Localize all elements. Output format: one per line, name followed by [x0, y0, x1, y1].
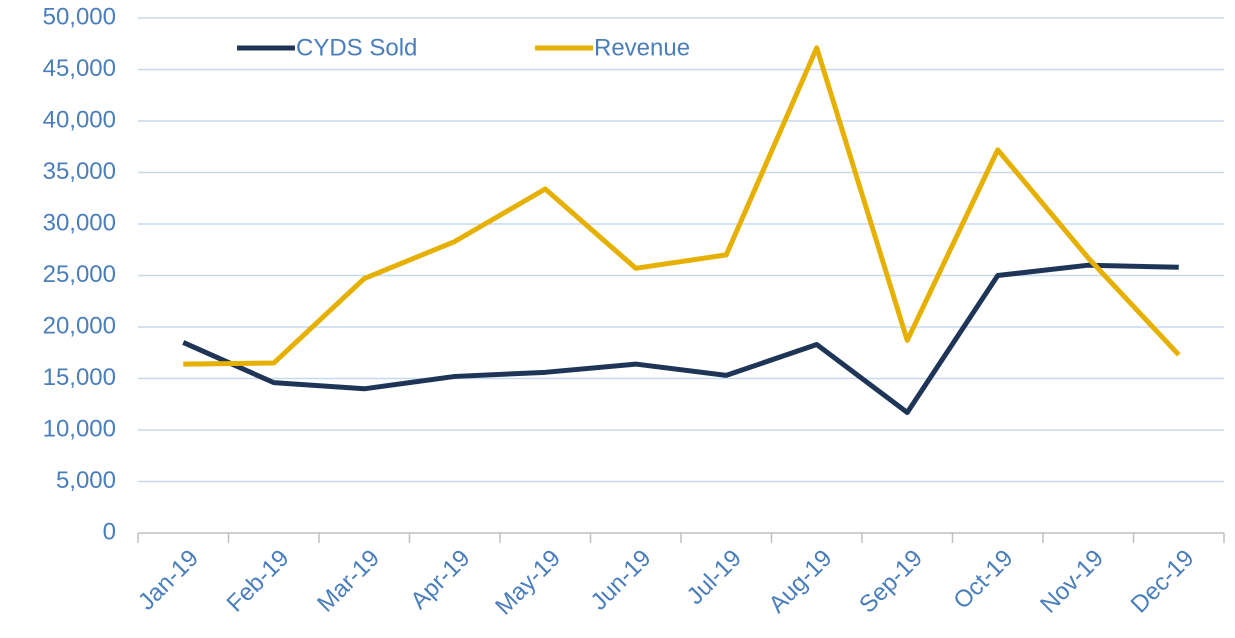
y-tick-label: 50,000 [43, 3, 116, 30]
x-tick-label: Feb-19 [222, 545, 295, 618]
x-tick-label: Mar-19 [312, 545, 385, 618]
y-tick-label: 45,000 [43, 55, 116, 82]
series-line [182, 262, 1179, 415]
x-tick-label: Oct-19 [948, 545, 1018, 615]
y-tick-label: 35,000 [43, 158, 116, 185]
x-tick-label: May-19 [490, 545, 566, 621]
x-tick-label: Dec-19 [1126, 545, 1200, 619]
y-tick-label: 5,000 [56, 467, 116, 494]
y-tick-label: 25,000 [43, 261, 116, 288]
y-tick-label: 15,000 [43, 364, 116, 391]
x-tick-label: Jan-19 [133, 545, 204, 616]
y-tick-label: 30,000 [43, 209, 116, 236]
legend-label: Revenue [594, 34, 690, 61]
series-line [183, 45, 1181, 367]
x-tick-label: Nov-19 [1035, 545, 1109, 619]
x-tick-label: Jul-19 [682, 545, 747, 610]
legend-label: CYDS Sold [296, 34, 417, 61]
y-tick-label: 0 [103, 518, 116, 545]
x-tick-label: Aug-19 [764, 545, 838, 619]
y-tick-label: 20,000 [43, 312, 116, 339]
y-tick-label: 40,000 [43, 106, 116, 133]
x-tick-label: Jun-19 [585, 545, 656, 616]
x-tick-label: Sep-19 [854, 545, 928, 619]
x-tick-label: Apr-19 [405, 545, 475, 615]
y-tick-label: 10,000 [43, 415, 116, 442]
